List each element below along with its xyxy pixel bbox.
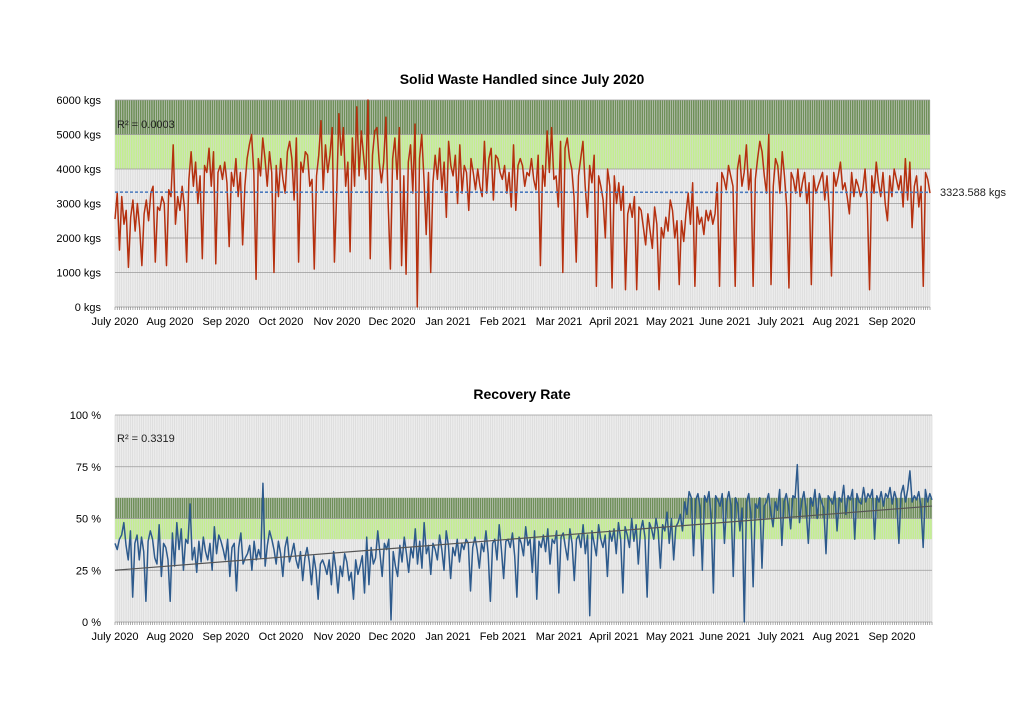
x-axis-ticks [114,622,933,625]
chart-title: Solid Waste Handled since July 2020 [400,71,645,87]
x-tick-label: Dec 2020 [368,316,415,328]
x-tick-label: April 2021 [589,316,639,328]
y-tick-label: 100 % [70,410,101,422]
x-tick-label: Jan 2021 [425,316,470,328]
plot-area: 0 % 25 % 50 % 75 % 100 % July 2020 Aug 2020 Sep… [70,410,933,643]
x-tick-label: Sep 2020 [868,631,915,643]
chart-title: Recovery Rate [473,386,570,402]
x-tick-label: Sep 2020 [202,316,249,328]
x-tick-label: Feb 2021 [480,631,526,643]
trendline [114,505,933,571]
x-tick-label: Mar 2021 [536,316,582,328]
x-tick-label: Oct 2020 [259,631,304,643]
y-tick-label: 2000 kgs [56,233,101,245]
y-tick-label: 25 % [76,565,101,577]
x-tick-label: Oct 2020 [259,316,304,328]
y-tick-label: 5000 kgs [56,130,101,142]
x-tick-label: Sep 2020 [868,316,915,328]
solid-waste-chart: Solid Waste Handled since July 2020 0 kg… [56,71,1006,328]
x-tick-label: Mar 2021 [536,631,582,643]
y-tick-label: 75 % [76,462,101,474]
x-tick-label: July 2020 [91,631,138,643]
y-tick-label: 50 % [76,514,101,526]
x-tick-label: June 2021 [699,631,750,643]
r-squared-label: R² = 0.0003 [117,119,175,131]
y-tick-label: 0 % [82,617,101,629]
x-tick-label: Dec 2020 [368,631,415,643]
y-tick-label: 1000 kgs [56,268,101,280]
recovery-rate-chart: Recovery Rate 0 % 25 % 50 % 75 % 100 % July 2… [70,386,933,643]
x-tick-label: Nov 2020 [313,631,360,643]
y-tick-label: 0 kgs [75,302,102,314]
x-tick-label: May 2021 [646,631,694,643]
x-tick-label: July 2021 [757,316,804,328]
plot-area: 0 kgs 1000 kgs 2000 kgs 3000 kgs 4000 kgs 500… [56,95,931,328]
x-tick-label: Nov 2020 [313,316,360,328]
x-tick-label: Jan 2021 [425,631,470,643]
x-tick-label: July 2020 [91,316,138,328]
x-tick-label: Sep 2020 [202,631,249,643]
data-series-line [114,463,933,623]
x-tick-label: Aug 2021 [812,631,859,643]
x-tick-label: Feb 2021 [480,316,526,328]
x-tick-label: Aug 2021 [812,316,859,328]
x-tick-label: May 2021 [646,316,694,328]
y-tick-label: 4000 kgs [56,164,101,176]
r-squared-label: R² = 0.3319 [117,433,175,445]
trendline-end-label: 3323.588 kgs [940,187,1007,199]
x-tick-label: June 2021 [699,316,750,328]
x-axis-ticks [114,307,931,310]
y-tick-label: 3000 kgs [56,199,101,211]
x-tick-label: Aug 2020 [146,316,193,328]
x-tick-label: July 2021 [757,631,804,643]
data-series-line [114,99,931,308]
x-tick-label: Aug 2020 [146,631,193,643]
x-tick-label: April 2021 [589,631,639,643]
y-tick-label: 6000 kgs [56,95,101,107]
